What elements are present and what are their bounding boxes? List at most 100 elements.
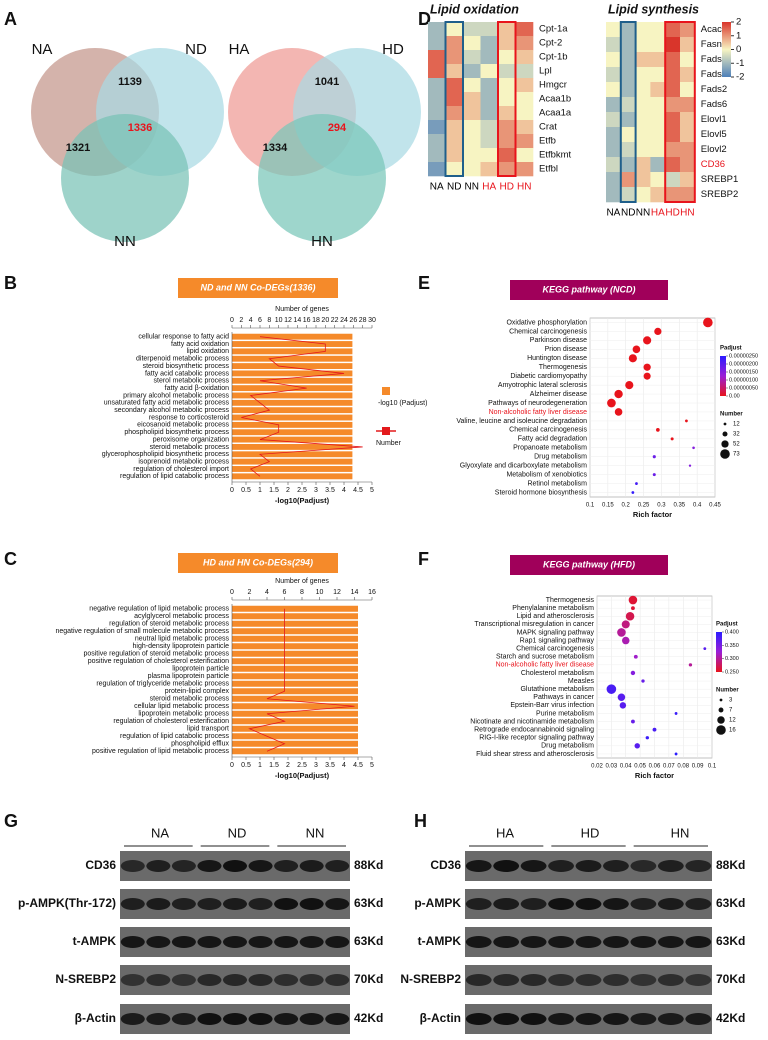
bar <box>232 643 358 650</box>
venn-label: ND <box>185 41 207 58</box>
category-label: Amyotrophic lateral sclerosis <box>498 382 588 389</box>
heatmap-cell <box>635 157 651 173</box>
blot-band <box>146 860 171 872</box>
heatmap-row-label: Lpl <box>539 66 552 77</box>
blot-band <box>171 974 196 986</box>
point <box>621 620 630 629</box>
bar <box>232 673 358 680</box>
blot-band <box>548 898 574 910</box>
x-tick-label: 0.15 <box>602 503 614 509</box>
heatmap-row-label: CD36 <box>701 159 725 170</box>
x-tick-label: 0.5 <box>241 487 251 494</box>
x-tick-label: 1.5 <box>269 487 279 494</box>
heatmap-cell <box>480 106 499 121</box>
heatmap-col-label: ND <box>447 182 461 193</box>
heatmap-row-label: Fads6 <box>701 99 727 110</box>
point <box>703 317 713 328</box>
blot-band <box>171 898 196 910</box>
category-label: phospholipid biosynthetic process <box>124 429 229 436</box>
size-key-label: 73 <box>733 452 740 458</box>
point <box>617 693 626 702</box>
heatmap-cell <box>463 162 481 177</box>
blot-band <box>685 860 712 872</box>
x2-tick-label: 22 <box>331 317 339 324</box>
panel-letter: D <box>418 9 431 29</box>
blot-band <box>299 1013 324 1025</box>
size-key <box>716 725 726 735</box>
x-tick-label: 3 <box>314 487 318 494</box>
category-label: Non-alcoholic fatty liver disease <box>489 409 588 416</box>
panel-letter: A <box>4 9 17 29</box>
x-tick-label: 0.35 <box>673 503 685 509</box>
heatmap-cell <box>515 120 534 135</box>
blot-band <box>120 898 145 910</box>
bar <box>232 695 358 702</box>
point <box>617 628 626 637</box>
blot-label: t-AMPK <box>73 934 117 948</box>
colorbar-label: 0.00000050 <box>729 385 758 391</box>
x-tick-label: 3.5 <box>325 762 335 769</box>
point <box>631 719 635 724</box>
blot-band <box>493 974 520 986</box>
heatmap-cell <box>498 134 516 149</box>
heatmap-cell <box>680 187 696 203</box>
category-label: Diabetic cardiomyopathy <box>510 373 587 380</box>
blot-band <box>657 936 684 948</box>
point <box>641 679 645 683</box>
x-tick-label: 3.5 <box>325 487 335 494</box>
colorbar <box>722 22 731 77</box>
point <box>625 611 635 621</box>
heatmap-row-label: Etfb <box>539 136 556 147</box>
heatmap-row-label: Cpt-1b <box>539 52 568 63</box>
x2-tick-label: 6 <box>258 317 262 324</box>
bar <box>232 658 358 665</box>
x-tick-label: 2.5 <box>297 762 307 769</box>
x-axis-label: -log10(Padjust) <box>275 771 330 780</box>
heatmap-col-label: HD <box>500 182 514 193</box>
legend-title: Number <box>720 412 743 418</box>
heatmap-cell <box>480 134 499 149</box>
blot-band <box>222 898 248 910</box>
heatmap-cell <box>498 92 516 107</box>
heatmap-cell <box>515 148 534 163</box>
blot-band <box>120 1013 145 1025</box>
heatmap-cell <box>463 148 481 163</box>
point <box>634 743 640 749</box>
panel-letter: F <box>418 549 429 569</box>
blot-band <box>548 974 574 986</box>
heatmap-title: Lipid synthesis <box>608 2 699 16</box>
x-tick-label: 4 <box>342 762 346 769</box>
heatmap-cell <box>445 106 464 121</box>
heatmap-cell <box>620 82 636 98</box>
x-tick-label: 0.5 <box>241 762 251 769</box>
blot-band <box>520 860 547 872</box>
bar <box>232 688 358 695</box>
blot-band <box>657 898 684 910</box>
blot-band <box>493 860 520 872</box>
x2-tick-label: 18 <box>312 317 320 324</box>
point <box>630 670 636 676</box>
bar <box>232 680 358 687</box>
heatmap-cell <box>463 64 481 79</box>
blot-band <box>493 936 520 948</box>
category-label: positive regulation of cholesterol ester… <box>88 658 229 665</box>
blot-band <box>274 974 299 986</box>
blot-size: 63Kd <box>716 934 745 948</box>
heatmap-cell <box>635 22 651 38</box>
heatmap-cell <box>515 78 534 93</box>
title-box <box>510 555 668 575</box>
x-tick-label: 0.09 <box>692 764 704 770</box>
bar <box>232 348 353 355</box>
category-label: fatty acid oxidation <box>171 341 229 348</box>
bar <box>232 333 353 340</box>
x2-tick-label: 26 <box>349 317 357 324</box>
x-tick-label: 0.45 <box>709 503 721 509</box>
heatmap-cell <box>480 78 499 93</box>
blot-band <box>493 1013 520 1025</box>
panel-letter: G <box>4 811 18 831</box>
point <box>656 428 660 432</box>
legend-swatch <box>382 387 390 395</box>
category-label: Pathways in cancer <box>533 694 594 701</box>
point <box>652 455 656 459</box>
heatmap-cell <box>606 82 622 98</box>
